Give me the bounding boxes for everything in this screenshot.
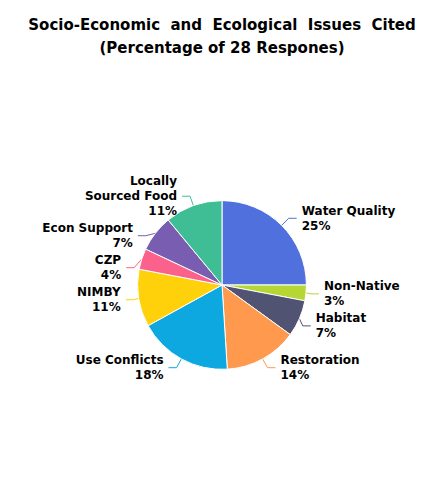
- svg-text:Use Conflicts: Use Conflicts: [76, 353, 164, 367]
- svg-text:Sourced Food: Sourced Food: [85, 189, 177, 203]
- svg-text:Locally: Locally: [130, 174, 177, 188]
- svg-text:11%: 11%: [148, 204, 177, 218]
- svg-text:11%: 11%: [92, 300, 121, 314]
- svg-text:Socio-Economic and Ecologica: Socio-Economic and Ecological Issues Cit…: [28, 16, 415, 34]
- svg-text:Non-Native: Non-Native: [324, 279, 400, 293]
- svg-text:Econ Support: Econ Support: [42, 221, 133, 235]
- svg-text:4%: 4%: [101, 268, 121, 282]
- svg-text:NIMBY: NIMBY: [77, 285, 121, 299]
- svg-text:7%: 7%: [112, 236, 132, 250]
- svg-text:7%: 7%: [316, 326, 336, 340]
- svg-text:25%: 25%: [302, 219, 331, 233]
- svg-text:Habitat: Habitat: [316, 311, 367, 325]
- svg-text:Water Quality: Water Quality: [302, 204, 396, 218]
- svg-text:CZP: CZP: [95, 253, 122, 267]
- svg-text:Restoration: Restoration: [280, 353, 359, 367]
- svg-text:18%: 18%: [135, 368, 164, 382]
- svg-text:(Percentage of 28 Respones): (Percentage of 28 Respones): [99, 39, 344, 57]
- svg-text:3%: 3%: [324, 294, 344, 308]
- svg-text:14%: 14%: [280, 368, 309, 382]
